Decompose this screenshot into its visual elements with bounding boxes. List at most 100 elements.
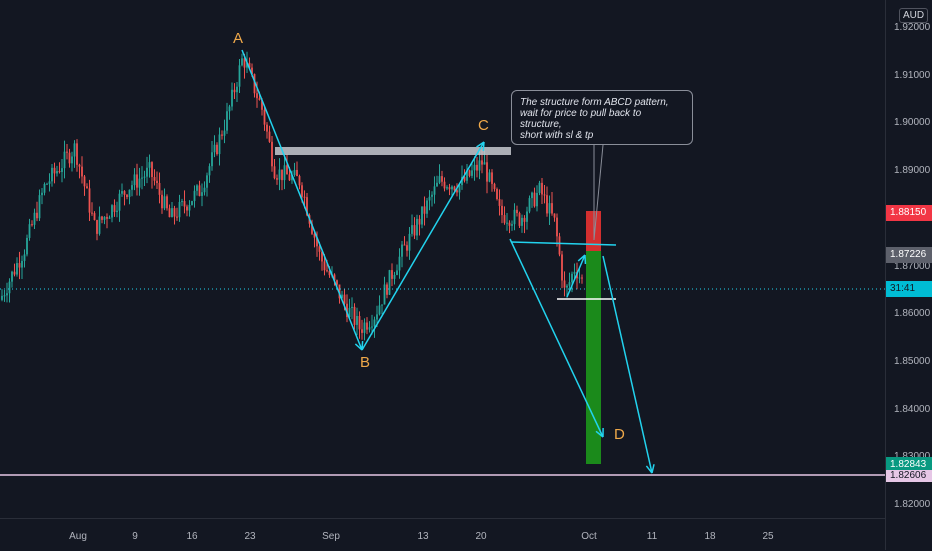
candle-body: [579, 278, 581, 279]
take-profit-zone: [586, 251, 601, 464]
candle-body: [186, 207, 188, 211]
candle-body: [281, 170, 283, 181]
candle-body: [86, 186, 88, 188]
candle-body: [536, 193, 538, 206]
candle-body: [289, 174, 291, 180]
candle-body: [561, 254, 563, 280]
candle-body: [426, 200, 428, 213]
candle-body: [156, 181, 158, 183]
candle-body: [274, 166, 276, 178]
x-tick-label: 13: [417, 531, 428, 542]
stop-price-badge[interactable]: 1.88150: [886, 205, 932, 221]
candle-body: [34, 213, 36, 225]
candle-body: [266, 125, 268, 132]
candle-body: [36, 213, 38, 218]
x-tick-label: Sep: [322, 531, 340, 542]
candle-body: [481, 160, 483, 164]
candle-body: [154, 177, 156, 181]
candle-body: [69, 153, 71, 164]
candle-body: [541, 183, 543, 195]
annotation-line: The structure form ABCD pattern,: [520, 97, 684, 108]
candle-body: [391, 270, 393, 279]
price-plot[interactable]: [0, 0, 885, 518]
candle-body: [204, 188, 206, 192]
annotation-note[interactable]: The structure form ABCD pattern, wait fo…: [511, 90, 693, 145]
candle-body: [574, 272, 576, 274]
candle-body: [264, 110, 266, 125]
candle-body: [534, 193, 536, 207]
candle-body: [471, 170, 473, 176]
x-tick-label: 23: [244, 531, 255, 542]
level-price-badge[interactable]: 1.82606: [886, 470, 932, 482]
candle-body: [564, 281, 566, 288]
point-c-label: C: [478, 117, 489, 134]
candle-body: [446, 187, 448, 188]
candle-body: [19, 263, 21, 267]
candle-body: [511, 224, 513, 226]
candle-body: [501, 206, 503, 215]
candle-body: [1, 296, 3, 300]
y-tick-label: 1.86000: [894, 308, 930, 319]
candle-body: [21, 261, 23, 268]
candle-body: [546, 195, 548, 213]
candle-body: [161, 195, 163, 208]
candle-body: [64, 152, 66, 168]
candle-body: [84, 176, 86, 186]
candle-body: [94, 213, 96, 220]
candle-body: [371, 327, 373, 328]
candle-body: [229, 107, 231, 112]
candle-body: [149, 162, 151, 168]
x-tick-label: 16: [186, 531, 197, 542]
candle-body: [201, 192, 203, 196]
countdown-badge[interactable]: 31:41: [886, 281, 932, 297]
candle-body: [506, 223, 508, 224]
candle-body: [454, 187, 456, 191]
candle-body: [116, 211, 118, 212]
candle-body: [524, 218, 526, 222]
candle-body: [301, 185, 303, 196]
y-tick-label: 1.85000: [894, 356, 930, 367]
candle-body: [494, 184, 496, 189]
candle-body: [491, 172, 493, 183]
candle-body: [189, 205, 191, 211]
candle-body: [469, 170, 471, 176]
candle-body: [539, 183, 541, 193]
candle-body: [146, 168, 148, 177]
candle-body: [16, 263, 18, 274]
candle-body: [54, 168, 56, 174]
current-price-badge[interactable]: 1.87226: [886, 247, 932, 263]
candle-body: [59, 171, 61, 172]
candle-body: [191, 201, 193, 205]
candle-body: [89, 188, 91, 212]
candle-body: [49, 181, 51, 183]
candle-body: [416, 219, 418, 236]
candle-body: [389, 270, 391, 295]
y-tick-label: 1.92000: [894, 22, 930, 33]
candle-body: [299, 176, 301, 185]
currency-badge[interactable]: AUD: [899, 8, 928, 23]
candle-body: [429, 197, 431, 201]
x-tick-label: Oct: [581, 531, 597, 542]
candle-body: [91, 213, 93, 214]
y-tick-label: 1.89000: [894, 165, 930, 176]
candle-body: [544, 194, 546, 195]
candle-body: [356, 316, 358, 325]
x-tick-label: 9: [132, 531, 138, 542]
candle-body: [364, 322, 366, 332]
candle-body: [359, 316, 361, 329]
candle-body: [6, 293, 8, 295]
candle-body: [504, 215, 506, 223]
x-tick-label: 11: [647, 531, 657, 542]
candle-body: [526, 212, 528, 222]
candle-body: [496, 189, 498, 199]
candle-body: [271, 142, 273, 167]
candle-body: [221, 135, 223, 136]
candle-body: [366, 322, 368, 329]
swing-arrow: [242, 50, 362, 350]
candle-body: [134, 174, 136, 185]
candle-body: [476, 165, 478, 171]
candle-body: [236, 87, 238, 93]
price-scale[interactable]: AUD 1.920001.910001.900001.890001.880001…: [885, 0, 932, 550]
